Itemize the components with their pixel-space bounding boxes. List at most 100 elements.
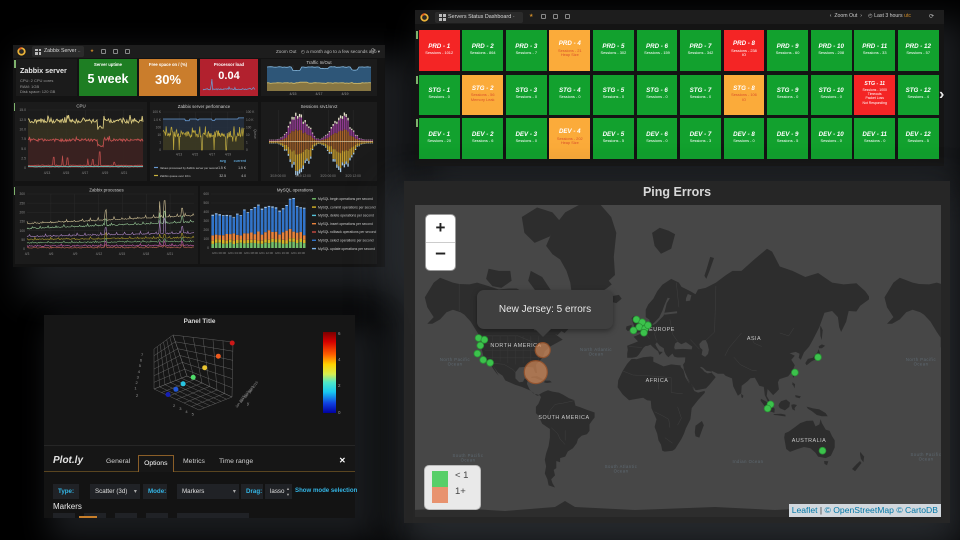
- svg-text:1.0 K: 1.0 K: [246, 118, 254, 122]
- svg-text:3: 3: [137, 374, 140, 379]
- svg-text:current: current: [234, 159, 247, 163]
- svg-text:MySQL insert operations per se: MySQL insert operations per second: [318, 222, 373, 226]
- svg-text:4/21: 4/21: [121, 171, 128, 175]
- svg-text:2: 2: [173, 403, 176, 408]
- svg-text:500: 500: [203, 201, 209, 205]
- svg-text:100: 100: [19, 229, 25, 233]
- svg-text:4/21 00:00: 4/21 00:00: [212, 251, 227, 255]
- svg-text:North Atlantic: North Atlantic: [580, 347, 612, 352]
- svg-text:4: 4: [338, 357, 341, 362]
- svg-text:4/17: 4/17: [82, 171, 89, 175]
- svg-text:4/15: 4/15: [192, 153, 198, 157]
- svg-text:0: 0: [24, 166, 26, 170]
- svg-text:Sessions srv1/srv2: Sessions srv1/srv2: [301, 104, 338, 109]
- svg-text:1: 1: [159, 141, 161, 145]
- svg-text:600: 600: [203, 192, 209, 196]
- svg-text:3/20 00:00: 3/20 00:00: [320, 174, 336, 178]
- svg-text:10: 10: [157, 133, 161, 137]
- svg-text:Jan 2015: Jan 2015: [248, 380, 259, 394]
- svg-text:100: 100: [156, 125, 162, 129]
- svg-text:200: 200: [203, 228, 209, 232]
- svg-text:0: 0: [159, 148, 161, 152]
- svg-text:4/15: 4/15: [63, 171, 70, 175]
- svg-text:0: 0: [338, 410, 341, 415]
- svg-text:250: 250: [19, 201, 25, 205]
- svg-text:1.5 K: 1.5 K: [238, 166, 247, 170]
- svg-text:NORTH AMERICA: NORTH AMERICA: [490, 343, 541, 349]
- svg-text:4.0: 4.0: [241, 174, 246, 178]
- svg-text:4/3: 4/3: [25, 252, 30, 256]
- svg-text:Zabbix server performance: Zabbix server performance: [178, 104, 231, 109]
- svg-text:4: 4: [185, 409, 188, 414]
- svg-text:4/21 08:00: 4/21 08:00: [244, 251, 259, 255]
- svg-text:4/21 16:00: 4/21 16:00: [275, 251, 290, 255]
- svg-text:1.5 K: 1.5 K: [218, 166, 227, 170]
- svg-text:4: 4: [138, 369, 141, 374]
- svg-text:15.0: 15.0: [19, 108, 26, 112]
- svg-text:MySQL select operations per se: MySQL select operations per second: [318, 239, 374, 243]
- svg-text:Values processed by Zabbix ser: Values processed by Zabbix server per se…: [160, 166, 219, 170]
- svg-text:North Pacific: North Pacific: [906, 357, 936, 362]
- svg-text:2: 2: [136, 380, 139, 385]
- svg-text:2: 2: [338, 383, 341, 388]
- svg-text:4/17: 4/17: [316, 92, 323, 96]
- svg-text:4/6: 4/6: [49, 252, 54, 256]
- svg-text:4/21 20:00: 4/21 20:00: [291, 251, 306, 255]
- svg-text:Zabbix processes: Zabbix processes: [89, 188, 124, 193]
- svg-text:y: y: [247, 401, 250, 406]
- svg-text:100 K: 100 K: [246, 110, 255, 114]
- svg-text:AFRICA: AFRICA: [646, 378, 669, 384]
- svg-text:Indian Ocean: Indian Ocean: [733, 459, 764, 464]
- svg-text:4/13: 4/13: [176, 153, 182, 157]
- svg-text:3/20 12:00: 3/20 12:00: [345, 174, 361, 178]
- svg-text:Ocean: Ocean: [461, 458, 476, 463]
- svg-text:Jan 2015: Jan 2015: [243, 385, 254, 399]
- svg-text:North Pacific: North Pacific: [440, 357, 470, 362]
- svg-text:0: 0: [23, 247, 25, 251]
- svg-text:4/15: 4/15: [119, 252, 126, 256]
- svg-text:1: 1: [246, 141, 248, 145]
- svg-text:South Pacific: South Pacific: [911, 452, 941, 457]
- svg-text:MySQL rollback operations per: MySQL rollback operations per second: [318, 230, 376, 234]
- svg-text:4/9: 4/9: [73, 252, 78, 256]
- svg-text:avg: avg: [220, 159, 226, 163]
- svg-text:Queue: Queue: [253, 129, 257, 139]
- svg-text:Jan 2015: Jan 2015: [235, 395, 246, 409]
- svg-text:4/15: 4/15: [290, 92, 297, 96]
- svg-text:Ocean: Ocean: [614, 469, 629, 474]
- svg-text:Ocean: Ocean: [448, 362, 463, 367]
- svg-text:4/13: 4/13: [44, 171, 51, 175]
- svg-text:MySQL begin operations per sec: MySQL begin operations per second: [318, 197, 373, 201]
- svg-text:12.5: 12.5: [19, 118, 26, 122]
- svg-text:4/21: 4/21: [167, 252, 174, 256]
- svg-text:3/19 12:00: 3/19 12:00: [295, 174, 311, 178]
- svg-text:EUROPE: EUROPE: [649, 327, 675, 333]
- svg-text:4/17: 4/17: [209, 153, 215, 157]
- svg-text:SOUTH AMERICA: SOUTH AMERICA: [538, 415, 589, 421]
- svg-text:5: 5: [192, 412, 195, 417]
- svg-text:7: 7: [141, 352, 144, 357]
- svg-text:Ocean: Ocean: [919, 457, 934, 462]
- svg-text:MySQL delete operations per se: MySQL delete operations per second: [318, 214, 374, 218]
- svg-text:MySQL update operations per se: MySQL update operations per second: [318, 247, 375, 251]
- svg-text:7.5: 7.5: [21, 137, 26, 141]
- svg-text:200: 200: [19, 211, 25, 215]
- svg-text:4/19: 4/19: [102, 171, 109, 175]
- svg-text:4/12: 4/12: [96, 252, 103, 256]
- svg-text:MySQL commit operations per se: MySQL commit operations per second: [318, 205, 376, 209]
- svg-text:100: 100: [246, 125, 252, 129]
- svg-text:5.0: 5.0: [21, 147, 26, 151]
- svg-text:32.5: 32.5: [219, 174, 226, 178]
- svg-text:ASIA: ASIA: [747, 336, 761, 342]
- svg-text:3: 3: [179, 406, 182, 411]
- svg-text:1.0 K: 1.0 K: [154, 118, 162, 122]
- svg-text:0: 0: [207, 246, 209, 250]
- svg-text:1: 1: [134, 386, 137, 391]
- svg-text:4/21 12:00: 4/21 12:00: [259, 251, 274, 255]
- svg-text:AUSTRALIA: AUSTRALIA: [792, 438, 826, 444]
- svg-text:400: 400: [203, 210, 209, 214]
- svg-text:South Pacific: South Pacific: [453, 453, 484, 458]
- svg-text:Ocean: Ocean: [589, 352, 604, 357]
- svg-text:150: 150: [19, 220, 25, 224]
- svg-text:z: z: [136, 393, 139, 398]
